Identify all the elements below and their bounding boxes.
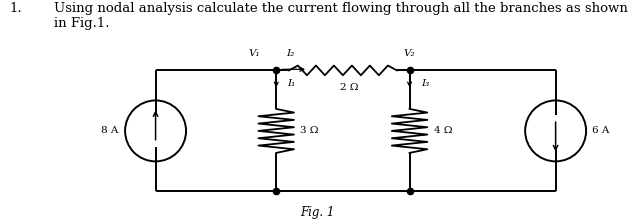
Text: I₁: I₁ xyxy=(288,79,296,88)
Text: Using nodal analysis calculate the current flowing through all the branches as s: Using nodal analysis calculate the curre… xyxy=(54,2,628,30)
Text: 1.: 1. xyxy=(10,2,22,15)
Text: V₂: V₂ xyxy=(404,49,415,58)
Text: V₁: V₁ xyxy=(249,49,260,58)
Text: 6 A: 6 A xyxy=(592,126,610,135)
Text: 4 Ω: 4 Ω xyxy=(434,126,452,135)
Text: 3 Ω: 3 Ω xyxy=(300,126,319,135)
Text: I₂: I₂ xyxy=(286,49,294,58)
Text: I₃: I₃ xyxy=(421,79,429,88)
Text: Fig. 1: Fig. 1 xyxy=(300,206,335,219)
Text: 2 Ω: 2 Ω xyxy=(340,82,359,92)
Text: 8 A: 8 A xyxy=(102,126,119,135)
